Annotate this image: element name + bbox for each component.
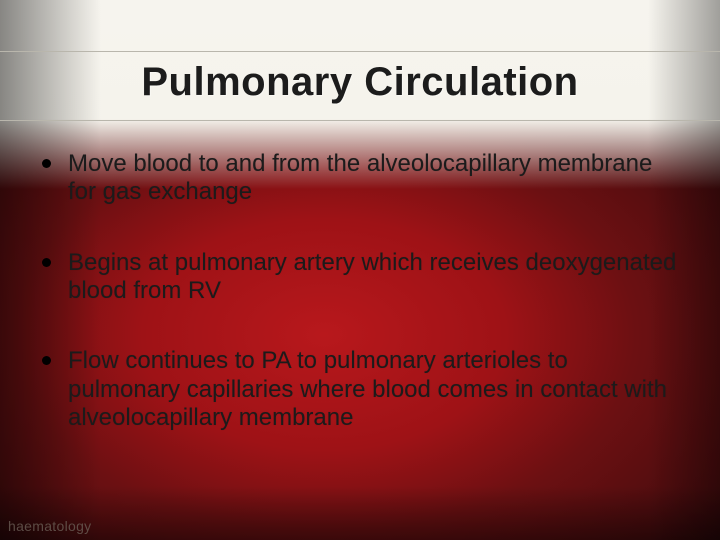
slide: Pulmonary Circulation Move blood to and … — [0, 0, 720, 540]
list-item: Begins at pulmonary artery which receive… — [40, 249, 680, 306]
title-rule-bottom — [0, 120, 720, 121]
list-item: Flow continues to PA to pulmonary arteri… — [40, 347, 680, 432]
slide-title: Pulmonary Circulation — [0, 60, 720, 105]
slide-body: Move blood to and from the alveolocapill… — [40, 150, 680, 474]
list-item: Move blood to and from the alveolocapill… — [40, 150, 680, 207]
bullet-list: Move blood to and from the alveolocapill… — [40, 150, 680, 432]
watermark-text: haematology — [8, 518, 91, 534]
title-rule-top — [0, 51, 720, 52]
